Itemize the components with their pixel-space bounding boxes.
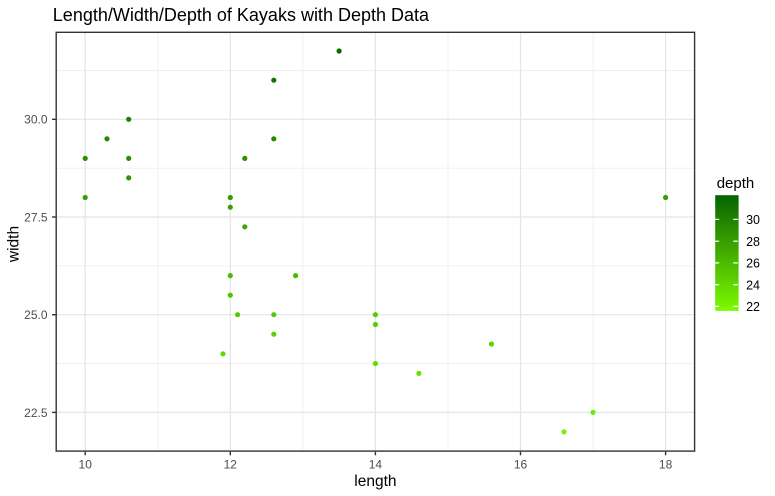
svg-text:12: 12	[224, 458, 238, 472]
svg-text:25.0: 25.0	[24, 308, 48, 322]
svg-text:16: 16	[514, 458, 528, 472]
svg-text:27.5: 27.5	[24, 210, 48, 224]
svg-text:10: 10	[79, 458, 93, 472]
svg-text:30.0: 30.0	[24, 113, 48, 127]
svg-text:Length/Width/Depth of Kayaks w: Length/Width/Depth of Kayaks with Depth …	[53, 5, 430, 25]
svg-text:30: 30	[746, 213, 760, 227]
svg-text:width: width	[6, 226, 23, 263]
svg-text:28: 28	[746, 235, 760, 249]
svg-text:26: 26	[746, 257, 760, 271]
svg-text:18: 18	[659, 458, 673, 472]
svg-text:24: 24	[746, 278, 760, 292]
svg-text:22.5: 22.5	[24, 406, 48, 420]
svg-text:22: 22	[746, 300, 760, 314]
svg-text:length: length	[354, 473, 396, 490]
svg-text:14: 14	[369, 458, 383, 472]
svg-text:depth: depth	[717, 175, 755, 192]
